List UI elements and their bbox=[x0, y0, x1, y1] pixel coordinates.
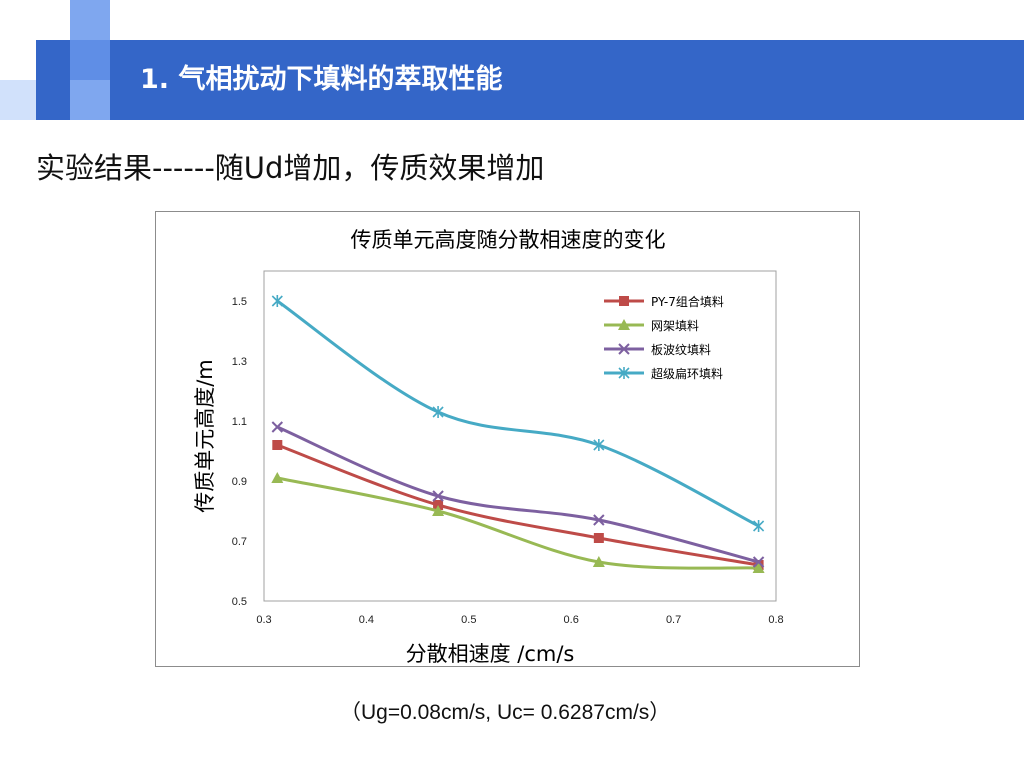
data-point bbox=[752, 562, 765, 573]
slide-title: 1. 气相扰动下填料的萃取性能 bbox=[140, 64, 503, 95]
data-point bbox=[752, 556, 765, 568]
deco-square bbox=[70, 0, 110, 40]
legend-entry: 超级扁环填料 bbox=[651, 366, 723, 381]
series-line bbox=[276, 425, 759, 564]
chart-title: 传质单元高度随分散相速度的变化 bbox=[351, 228, 666, 252]
deco-square bbox=[70, 80, 110, 120]
data-point bbox=[593, 514, 605, 526]
data-point bbox=[432, 505, 445, 516]
y-axis-label: 传质单元高度/m bbox=[193, 359, 217, 513]
series-line bbox=[277, 476, 759, 570]
legend-entry: PY-7组合填料 bbox=[651, 294, 724, 309]
deco-square bbox=[0, 80, 36, 120]
slide-subtitle: 实验结果------随Ud增加，传质效果增加 bbox=[36, 151, 545, 185]
deco-square bbox=[70, 40, 110, 80]
legend-marker bbox=[618, 367, 630, 379]
legend-marker bbox=[619, 296, 629, 306]
data-point bbox=[271, 472, 284, 483]
chart-frame: 传质单元高度随分散相速度的变化 0.3 0.4 0.5 0.6 0.7 0.8 0.5 0.7 0… bbox=[155, 211, 860, 667]
experiment-conditions: （Ug=0.08cm/s, Uc= 0.6287cm/s） bbox=[340, 701, 671, 724]
data-point bbox=[593, 439, 605, 451]
legend-marker bbox=[618, 343, 630, 355]
series-line bbox=[276, 299, 760, 528]
x-tick-label: 0.4 bbox=[359, 614, 374, 626]
data-point bbox=[272, 440, 283, 450]
x-tick-label: 0.7 bbox=[666, 614, 681, 626]
y-tick-label: 0.7 bbox=[232, 536, 247, 548]
title-banner bbox=[36, 40, 1024, 120]
y-tick-label: 0.9 bbox=[232, 476, 247, 488]
series-line bbox=[276, 443, 759, 567]
y-tick-label: 1.1 bbox=[232, 416, 247, 428]
data-point bbox=[753, 520, 765, 532]
data-point bbox=[271, 295, 283, 307]
legend-entry: 板波纹填料 bbox=[651, 343, 711, 357]
x-tick-label: 0.6 bbox=[564, 614, 579, 626]
x-tick-label: 0.8 bbox=[768, 614, 783, 626]
data-point bbox=[432, 406, 444, 418]
y-tick-label: 1.5 bbox=[232, 296, 247, 308]
y-tick-label: 0.5 bbox=[232, 596, 247, 608]
x-tick-label: 0.3 bbox=[256, 614, 271, 626]
legend-marker bbox=[618, 319, 630, 330]
line-chart: 传质单元高度随分散相速度的变化 0.3 0.4 0.5 0.6 0.7 0.8 0.5 0.7 0… bbox=[193, 228, 784, 666]
data-point bbox=[271, 421, 284, 433]
data-point bbox=[592, 556, 605, 567]
y-tick-label: 1.3 bbox=[232, 356, 247, 368]
data-point bbox=[432, 490, 444, 502]
x-tick-label: 0.5 bbox=[461, 614, 476, 626]
x-axis-label: 分散相速度 /cm/s bbox=[406, 642, 575, 666]
plot-area-border bbox=[263, 270, 777, 602]
data-point bbox=[593, 533, 604, 543]
legend-entry: 网架填料 bbox=[651, 319, 699, 333]
